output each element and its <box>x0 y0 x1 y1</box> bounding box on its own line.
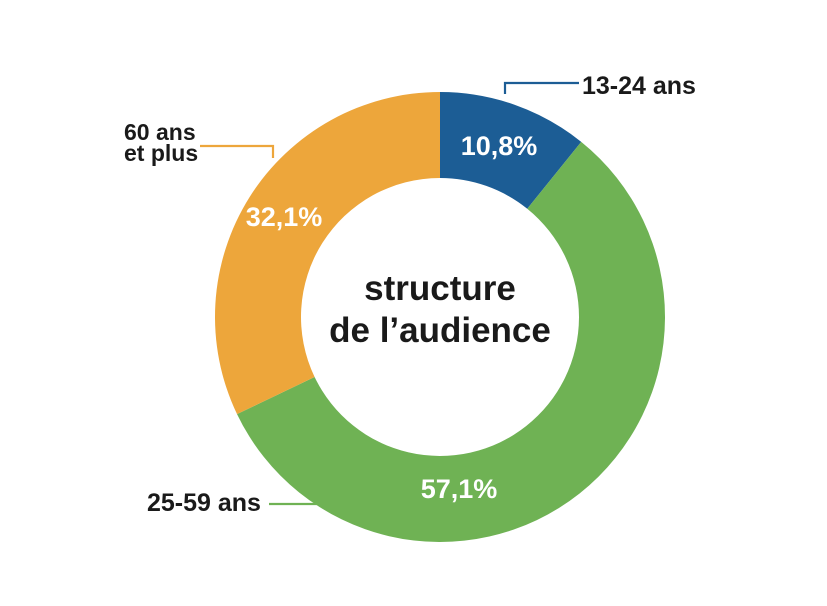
svg-text:structure: structure <box>364 269 516 308</box>
svg-text:de l’audience: de l’audience <box>329 311 551 350</box>
svg-text:10,8%: 10,8% <box>461 131 538 161</box>
svg-text:57,1%: 57,1% <box>421 474 498 504</box>
svg-text:25-59 ans: 25-59 ans <box>147 489 261 517</box>
svg-text:32,1%: 32,1% <box>246 202 323 232</box>
svg-text:et plus: et plus <box>124 140 198 166</box>
svg-text:13-24 ans: 13-24 ans <box>582 72 696 100</box>
